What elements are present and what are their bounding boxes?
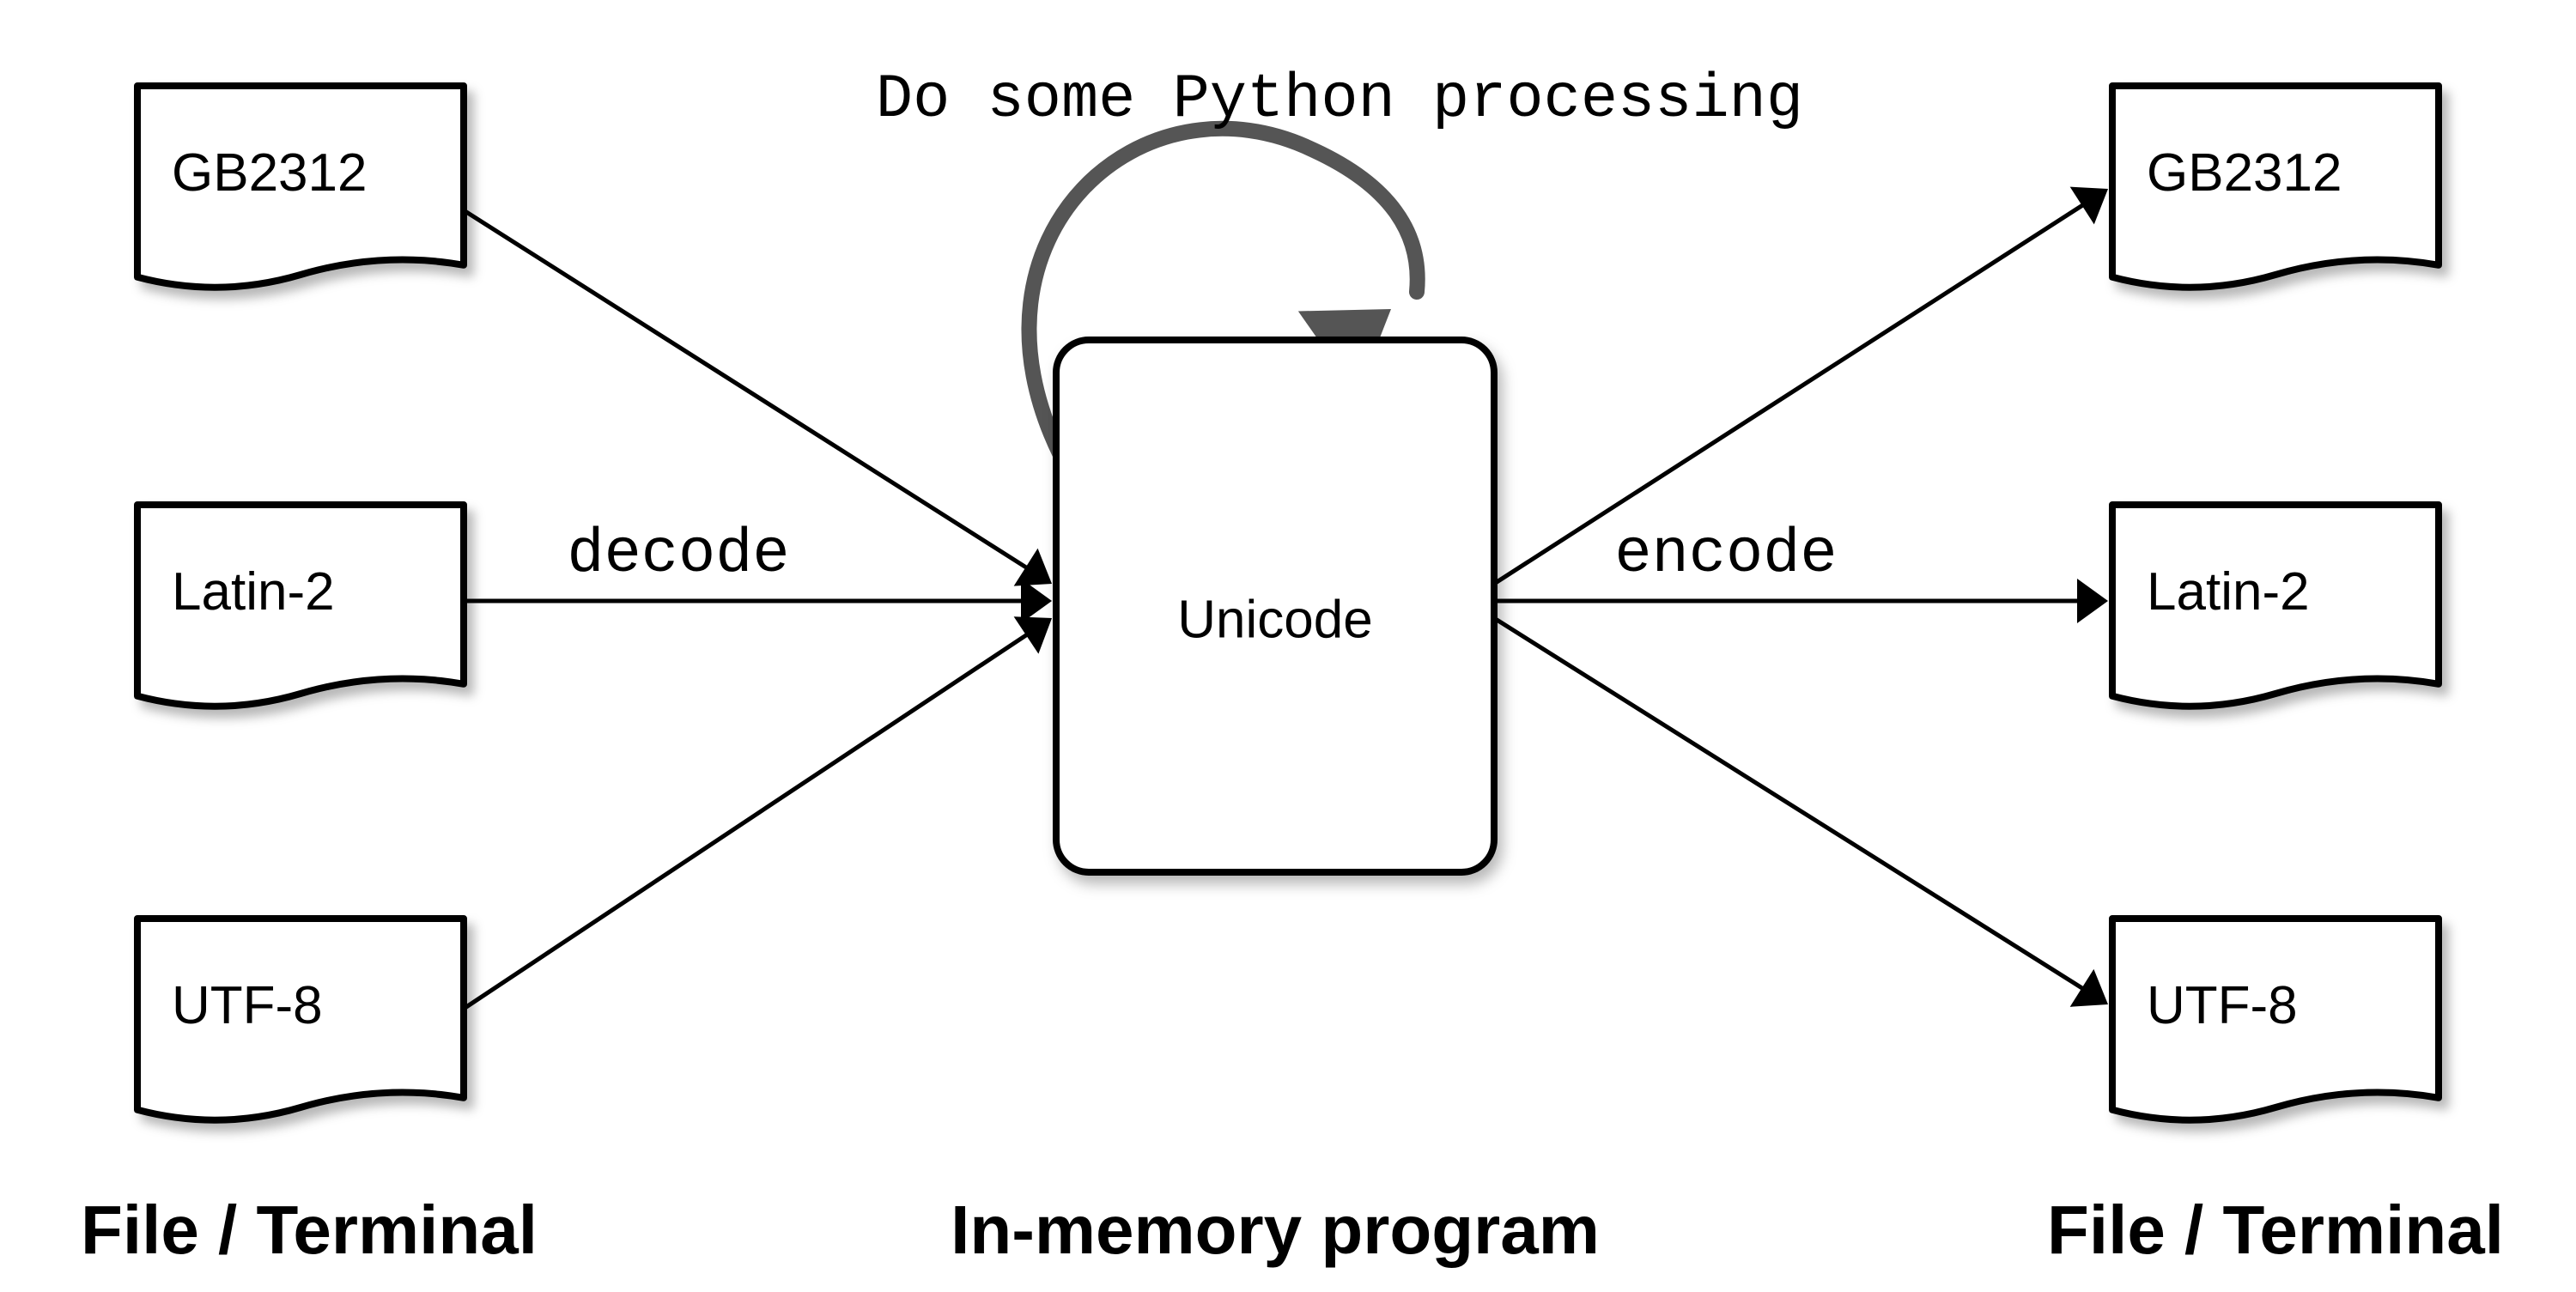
right-node-r-utf8-label: UTF-8 <box>2147 976 2298 1035</box>
edge-label-decode: decode <box>567 519 789 590</box>
right-node-r-gb2312-label: GB2312 <box>2147 143 2342 203</box>
edge-label-encode: encode <box>1614 519 1837 590</box>
center-node-label: Unicode <box>1177 590 1372 649</box>
right-node-r-latin2-label: Latin-2 <box>2147 562 2310 622</box>
group-label-1: In-memory program <box>951 1192 1600 1268</box>
group-label-0: File / Terminal <box>81 1192 538 1268</box>
left-node-l-gb2312-label: GB2312 <box>172 143 368 203</box>
left-node-l-latin2-label: Latin-2 <box>172 562 335 622</box>
edge-encode-r-utf8 <box>1494 618 2108 1007</box>
group-label-2: File / Terminal <box>2047 1192 2504 1268</box>
edge-decode-l-utf8 <box>464 616 1052 1009</box>
loop-caption: Do some Python processing <box>876 64 1803 135</box>
left-node-l-utf8-label: UTF-8 <box>172 976 323 1035</box>
